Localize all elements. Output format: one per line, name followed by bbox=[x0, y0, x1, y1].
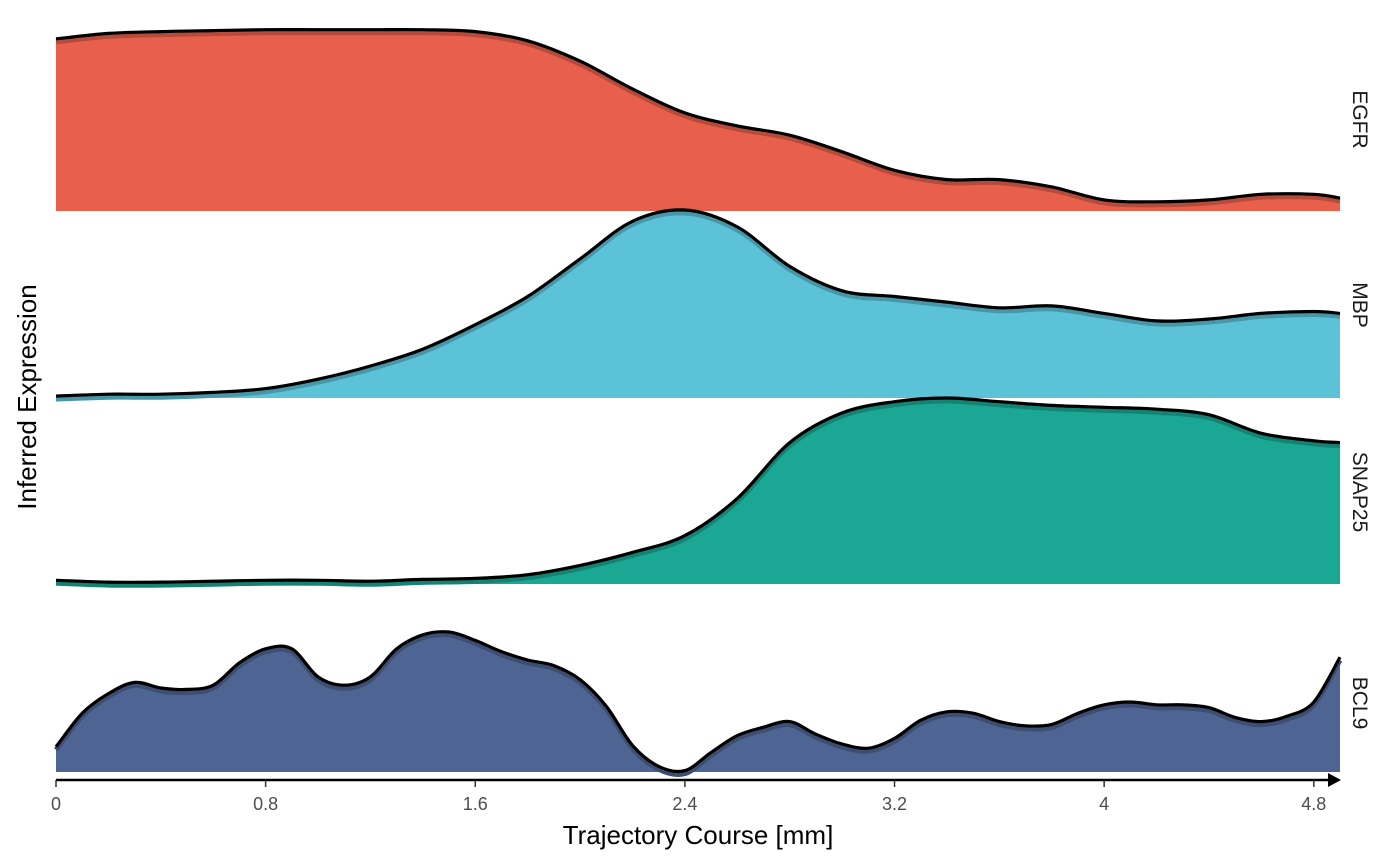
band-egfr bbox=[55, 30, 1341, 208]
strip-labels-group: EGFR MBP SNAP25 BCL9 bbox=[1348, 90, 1371, 729]
x-tick-label: 2.4 bbox=[672, 794, 697, 814]
strip-label-mbp: MBP bbox=[1348, 282, 1371, 328]
panel-egfr bbox=[55, 27, 1341, 212]
y-axis-title: Inferred Expression bbox=[12, 284, 42, 509]
x-tick-label: 0.8 bbox=[253, 794, 278, 814]
area-mbp bbox=[56, 209, 1340, 398]
strip-label-snap25: SNAP25 bbox=[1348, 452, 1371, 533]
x-tick-label: 4 bbox=[1099, 794, 1109, 814]
x-ticks-group: 0 0.8 1.6 2.4 3.2 4 4.8 bbox=[51, 780, 1326, 814]
x-tick-label: 4.8 bbox=[1301, 794, 1326, 814]
x-tick-label: 3.2 bbox=[882, 794, 907, 814]
band-mbp bbox=[55, 210, 1341, 402]
line-mbp bbox=[55, 208, 1341, 398]
panel-snap25 bbox=[55, 396, 1341, 588]
panel-bcl9 bbox=[54, 630, 1343, 778]
band-bcl9 bbox=[54, 632, 1343, 778]
panel-mbp bbox=[55, 208, 1341, 402]
x-axis bbox=[56, 773, 1341, 787]
x-tick-label: 1.6 bbox=[463, 794, 488, 814]
line-bcl9 bbox=[54, 630, 1342, 774]
line-snap25 bbox=[55, 396, 1341, 584]
x-axis-arrowhead bbox=[1328, 773, 1341, 787]
area-bcl9 bbox=[56, 631, 1340, 772]
panels-group bbox=[54, 27, 1343, 778]
band-snap25 bbox=[55, 398, 1341, 588]
area-snap25 bbox=[56, 398, 1340, 584]
strip-label-egfr: EGFR bbox=[1348, 90, 1371, 148]
x-tick-label: 0 bbox=[51, 794, 61, 814]
line-egfr bbox=[55, 27, 1341, 204]
strip-label-bcl9: BCL9 bbox=[1348, 677, 1371, 730]
x-axis-title: Trajectory Course [mm] bbox=[563, 820, 834, 850]
